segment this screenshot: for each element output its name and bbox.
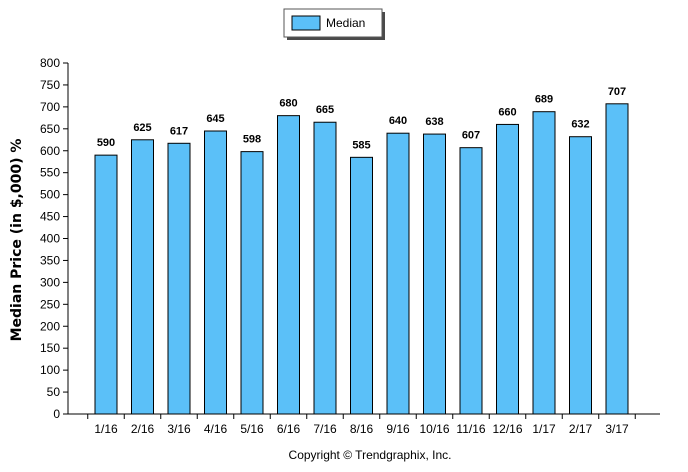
legend-label: Median xyxy=(326,16,365,30)
x-tick-label: 2/16 xyxy=(131,422,155,436)
bar xyxy=(496,123,519,415)
bar xyxy=(532,111,556,415)
x-tick-label: 11/16 xyxy=(456,422,485,436)
y-tick-label: 150 xyxy=(40,341,60,355)
bar xyxy=(277,115,300,415)
bars: 590 625 617 645 598 680 665 585 640 638 607 660 689 6… xyxy=(94,86,629,415)
y-tick-label: 450 xyxy=(40,210,60,224)
y-tick-label: 100 xyxy=(40,363,60,377)
x-tick-label: 1/17 xyxy=(532,422,556,436)
y-tick-label: 50 xyxy=(47,385,61,399)
y-tick-label: 200 xyxy=(40,319,60,333)
x-tick-label: 2/17 xyxy=(569,422,593,436)
bar xyxy=(204,130,227,415)
y-tick-label: 550 xyxy=(40,166,60,180)
data-label: 707 xyxy=(608,86,626,98)
bar xyxy=(94,154,118,415)
legend: Median xyxy=(283,8,385,40)
x-tick-label: 7/16 xyxy=(313,422,337,436)
data-label: 645 xyxy=(206,113,224,125)
y-tick-label: 250 xyxy=(40,297,60,311)
legend-swatch xyxy=(291,15,321,31)
bar xyxy=(605,103,629,415)
data-label: 590 xyxy=(97,137,115,149)
data-label: 585 xyxy=(352,139,370,151)
x-tick-label: 12/16 xyxy=(492,422,522,436)
x-tick-label: 6/16 xyxy=(277,422,301,436)
y-tick-label: 300 xyxy=(40,275,60,289)
y-tick-label: 800 xyxy=(40,56,60,70)
x-tick-label: 3/16 xyxy=(167,422,191,436)
bar xyxy=(350,156,373,415)
bar xyxy=(240,151,264,415)
x-tick-label: 8/16 xyxy=(350,422,374,436)
bar xyxy=(459,147,483,415)
y-tick-label: 350 xyxy=(40,253,60,267)
data-label: 665 xyxy=(316,104,334,116)
data-label: 617 xyxy=(170,125,188,137)
data-label: 607 xyxy=(462,130,480,142)
data-label: 625 xyxy=(133,122,151,134)
y-tick-label: 0 xyxy=(53,407,60,421)
data-label: 632 xyxy=(571,119,589,131)
y-axis-title: Median Price (in $,000) % xyxy=(9,139,25,342)
x-axis: 1/16 2/16 3/16 4/16 5/16 6/16 7/16 8/16 9/16 10/1… xyxy=(68,413,660,436)
y-tick-label: 500 xyxy=(40,188,60,202)
y-tick-label: 400 xyxy=(40,232,60,246)
y-tick-label: 750 xyxy=(40,78,60,92)
data-label: 638 xyxy=(425,116,443,128)
x-tick-label: 4/16 xyxy=(204,422,228,436)
x-tick-label: 10/16 xyxy=(419,422,449,436)
bar xyxy=(386,132,410,415)
bar xyxy=(423,133,446,415)
y-tick-label: 650 xyxy=(40,122,60,136)
x-tick-label: 1/16 xyxy=(94,422,118,436)
bar xyxy=(131,139,154,415)
data-label: 689 xyxy=(535,94,553,106)
data-label: 640 xyxy=(389,115,407,127)
bar xyxy=(167,142,191,415)
y-axis: 0 50 100 150 200 250 300 350 400 450 500 550 600 650 7… xyxy=(40,56,69,421)
y-tick-label: 700 xyxy=(40,100,60,114)
data-label: 680 xyxy=(279,98,297,110)
x-tick-label: 3/17 xyxy=(605,422,629,436)
x-tick-label: 9/16 xyxy=(386,422,410,436)
bar xyxy=(313,121,337,415)
bar xyxy=(569,136,592,415)
y-tick-label: 600 xyxy=(40,144,60,158)
data-label: 598 xyxy=(243,134,261,146)
x-tick-label: 5/16 xyxy=(240,422,264,436)
data-label: 660 xyxy=(498,106,516,118)
copyright-text: Copyright © Trendgraphix, Inc. xyxy=(289,448,452,462)
